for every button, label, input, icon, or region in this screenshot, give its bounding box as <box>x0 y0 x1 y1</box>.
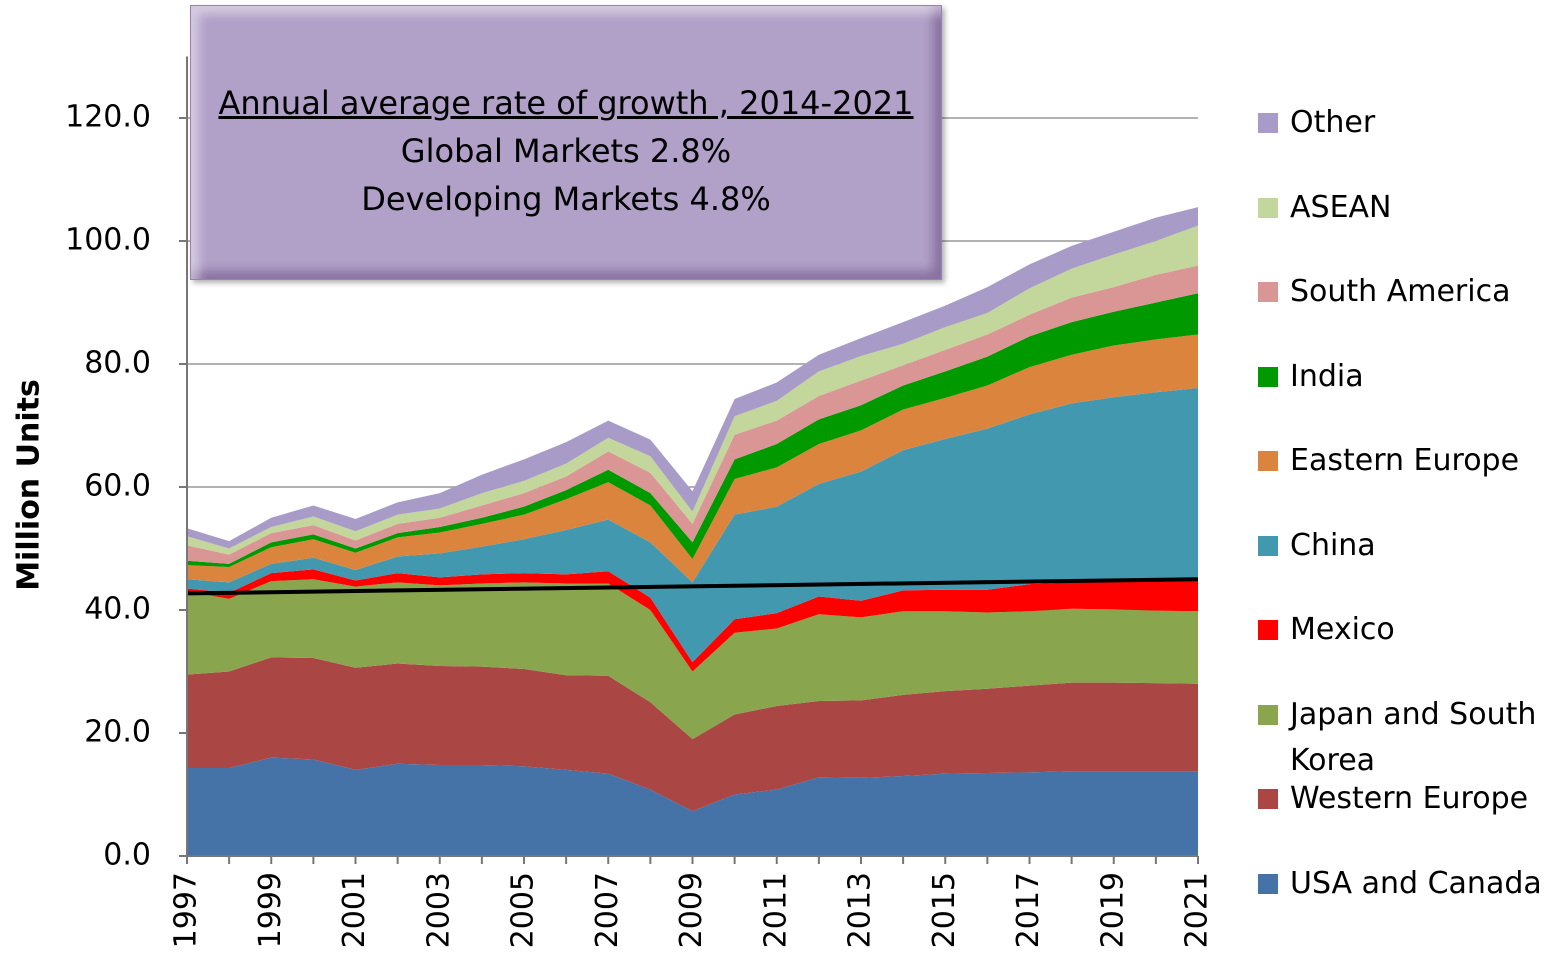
y-tick-label: 40.0 <box>84 592 151 627</box>
legend-label: Other <box>1290 105 1376 140</box>
y-tick-label: 0.0 <box>103 838 151 873</box>
legend-item: Western Europe <box>1258 776 1558 861</box>
area <box>187 757 1198 856</box>
area <box>187 334 1198 583</box>
annotation-line: Developing Markets 4.8% <box>361 180 771 218</box>
legend-item: ASEAN <box>1258 185 1558 270</box>
x-tick-label: 2019 <box>1095 872 1130 948</box>
legend-label: ASEAN <box>1290 189 1392 225</box>
x-tick-label: 2015 <box>927 872 962 948</box>
legend-swatch <box>1258 535 1278 556</box>
y-tick-label: 60.0 <box>84 469 151 504</box>
x-tick-label: 2013 <box>843 872 878 948</box>
x-tick-label: 2001 <box>337 872 372 948</box>
x-tick-label: 2021 <box>1180 872 1215 948</box>
legend-swatch <box>1258 620 1278 640</box>
area <box>187 387 1198 663</box>
legend-swatch <box>1258 282 1278 302</box>
annotation-box: Annual average rate of growth , 2014-202… <box>190 5 942 280</box>
x-tick-label: 2017 <box>1011 872 1046 948</box>
legend-swatch <box>1258 366 1278 387</box>
x-tick-label: 2007 <box>590 872 625 948</box>
legend-swatch <box>1258 113 1278 133</box>
annotation-title: Annual average rate of growth , 2014-202… <box>218 84 914 122</box>
y-tick-label: 120.0 <box>65 100 151 135</box>
legend-label: Western Europe <box>1290 781 1529 816</box>
x-tick-label: 2003 <box>421 872 456 948</box>
y-tick-label: 100.0 <box>65 223 151 258</box>
legend-swatch <box>1258 704 1278 725</box>
area <box>187 579 1198 740</box>
trend-line <box>186 577 1199 596</box>
legend-label: Eastern Europe <box>1290 443 1520 478</box>
legend-label: South America <box>1290 274 1511 309</box>
x-tick-label: 2005 <box>506 872 541 948</box>
area <box>187 569 1198 672</box>
y-tick-label: 20.0 <box>84 715 151 750</box>
area <box>187 657 1198 812</box>
legend: Other ASEAN South America India Eastern Euro… <box>1258 100 1558 945</box>
y-tick-label: 80.0 <box>84 346 151 381</box>
legend-item: China <box>1258 523 1558 608</box>
legend-item: Japan and South Korea <box>1258 692 1558 778</box>
legend-label: Japan and South Korea <box>1290 696 1537 778</box>
x-tick-label: 2011 <box>758 872 793 948</box>
legend-label: Mexico <box>1290 612 1395 647</box>
legend-swatch <box>1258 451 1278 471</box>
annotation-line: Global Markets 2.8% <box>400 132 732 170</box>
legend-label: India <box>1290 358 1364 394</box>
legend-item: India <box>1258 354 1558 439</box>
x-tick-label: 1997 <box>169 872 204 948</box>
legend-item: Other <box>1258 100 1558 185</box>
y-axis-label: Million Units <box>12 379 47 591</box>
area <box>187 265 1198 564</box>
legend-item: South America <box>1258 269 1558 354</box>
x-tick-label: 1999 <box>253 872 288 948</box>
legend-label: China <box>1290 527 1376 563</box>
legend-swatch <box>1258 789 1278 809</box>
x-tick-label: 2009 <box>674 872 709 948</box>
legend-item: Mexico <box>1258 607 1558 692</box>
legend-label: USA and Canada <box>1290 865 1542 901</box>
legend-swatch <box>1258 197 1278 218</box>
legend-item: USA and Canada <box>1258 861 1558 946</box>
area <box>187 293 1198 567</box>
area <box>187 207 1198 549</box>
legend-swatch <box>1258 873 1278 894</box>
legend-item: Eastern Europe <box>1258 438 1558 523</box>
